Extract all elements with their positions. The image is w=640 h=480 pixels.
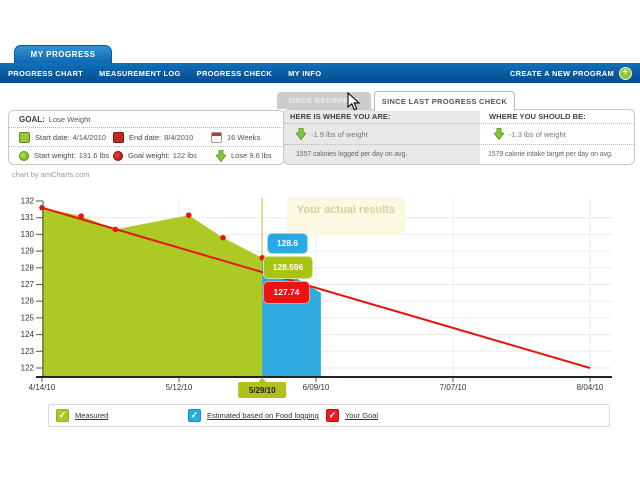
legend-estimated-label[interactable]: Estimated based on Food logging: [207, 411, 319, 420]
current-weight-change: -1.9 lbs of weight: [311, 129, 368, 139]
tab-my-progress[interactable]: MY PROGRESS: [14, 45, 112, 64]
start-date-calendar-icon: [19, 131, 30, 143]
create-new-program-label: CREATE A NEW PROGRAM: [509, 68, 614, 78]
legend-item-your-goal[interactable]: Your Goal: [326, 405, 378, 426]
svg-text:5/12/10: 5/12/10: [166, 383, 193, 392]
goal-weight-label: Goal weight:: [128, 151, 170, 160]
goal-row: GOAL: Lose Weight: [9, 111, 284, 128]
legend-measured-label[interactable]: Measured: [75, 411, 109, 420]
measured-checkbox-icon[interactable]: [56, 409, 69, 422]
start-date-label: Start date:: [35, 132, 70, 142]
weight-to-lose-value: Lose 9.6 lbs: [231, 151, 272, 160]
nav-my-info[interactable]: MY INFO: [288, 68, 322, 78]
goal-weight-value: 122 lbs: [172, 151, 197, 160]
lose-weight-arrow-icon: [216, 149, 226, 162]
current-calories: 1557 calories logged per day on avg.: [296, 150, 408, 158]
main-navbar: PROGRESS CHART MEASUREMENT LOG PROGRESS …: [0, 63, 640, 83]
svg-text:129: 129: [21, 247, 35, 256]
weights-row: Start weight: 131.6 lbs Goal weight: 122…: [9, 147, 284, 164]
svg-text:130: 130: [21, 230, 35, 239]
end-date-label: End date:: [129, 132, 162, 142]
chart-hover-tooltip: Your actual results: [287, 197, 405, 235]
goal-panel: GOAL: Lose Weight Start date: 4/14/2010 …: [8, 110, 285, 165]
svg-text:126: 126: [21, 297, 35, 306]
measured-value-balloon: 128.596: [263, 256, 313, 279]
svg-text:4/14/10: 4/14/10: [29, 383, 56, 392]
svg-text:8/04/10: 8/04/10: [577, 383, 604, 392]
goal-value-balloon: 127.74: [263, 281, 310, 304]
svg-text:122: 122: [21, 364, 35, 373]
your-goal-checkbox-icon[interactable]: [326, 409, 339, 422]
goal-label: GOAL:: [19, 114, 45, 124]
svg-text:127: 127: [21, 280, 35, 289]
goal-value: Lose Weight: [48, 114, 91, 124]
svg-text:132: 132: [21, 197, 35, 206]
start-date-value: 4/14/2010: [72, 132, 106, 142]
svg-text:128: 128: [21, 263, 35, 272]
legend-your-goal-label[interactable]: Your Goal: [345, 411, 379, 420]
target-weight-arrow-icon: [494, 128, 504, 140]
duration-calendar-icon: [211, 131, 222, 143]
status-panel: HERE IS WHERE YOU ARE: WHERE YOU SHOULD …: [283, 109, 635, 165]
svg-text:123: 123: [21, 347, 35, 356]
tab-since-last-progress-check[interactable]: SINCE LAST PROGRESS CHECK: [374, 91, 515, 111]
amcharts-credit[interactable]: chart by amCharts.com: [12, 170, 90, 179]
current-status-title: HERE IS WHERE YOU ARE:: [290, 112, 391, 121]
chart-legend: Measured Estimated based on Food logging…: [48, 404, 610, 427]
start-weight-dot-icon: [19, 150, 29, 161]
nav-progress-check[interactable]: PROGRESS CHECK: [196, 68, 273, 78]
svg-text:125: 125: [21, 313, 35, 322]
svg-text:124: 124: [21, 330, 35, 339]
nav-progress-chart[interactable]: PROGRESS CHART: [8, 68, 84, 78]
start-weight-label: Start weight:: [34, 151, 76, 160]
estimated-checkbox-icon[interactable]: [188, 409, 201, 422]
start-weight-value: 131.6 lbs: [78, 151, 110, 160]
mouse-cursor: [347, 92, 361, 111]
svg-text:7/07/10: 7/07/10: [440, 383, 467, 392]
svg-text:5/29/10: 5/29/10: [249, 386, 276, 395]
svg-text:131: 131: [21, 213, 35, 222]
end-date-value: 8/4/2010: [164, 132, 194, 142]
duration-value: 16 Weeks: [227, 132, 261, 142]
legend-item-estimated[interactable]: Estimated based on Food logging: [188, 405, 319, 426]
create-new-program-button[interactable]: CREATE A NEW PROGRAM: [510, 63, 632, 83]
nav-measurement-log[interactable]: MEASUREMENT LOG: [99, 68, 181, 78]
target-status-title: WHERE YOU SHOULD BE:: [489, 112, 586, 121]
legend-item-measured[interactable]: Measured: [56, 405, 108, 426]
svg-text:6/09/10: 6/09/10: [303, 383, 330, 392]
goal-weight-dot-icon: [113, 150, 123, 161]
end-date-calendar-icon: [113, 131, 124, 143]
current-status-column-bg: [284, 110, 480, 164]
current-weight-arrow-icon: [296, 128, 306, 140]
target-weight-change: -1.3 lbs of weight: [509, 129, 566, 139]
dates-row: Start date: 4/14/2010 End date: 8/4/2010…: [9, 128, 284, 147]
target-calories: 1579 calorie intake target per day on av…: [488, 150, 613, 158]
plus-icon: [619, 66, 632, 80]
estimated-value-balloon: 128.6: [267, 233, 308, 254]
